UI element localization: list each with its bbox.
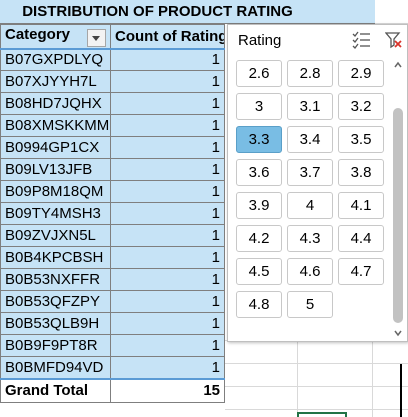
table-row: B09TY4MSH3 1	[0, 202, 225, 225]
multi-select-icon[interactable]	[352, 31, 372, 49]
slicer-item[interactable]: 3.7	[287, 159, 333, 186]
slicer-item[interactable]: 4.6	[287, 258, 333, 285]
category-cell[interactable]: B08HD7JQHX	[0, 92, 111, 115]
count-header[interactable]: Count of Rating	[110, 24, 225, 50]
slicer-item[interactable]: 4.7	[338, 258, 384, 285]
count-cell[interactable]: 1	[110, 202, 225, 225]
scroll-up-icon[interactable]	[393, 60, 403, 70]
slicer-item[interactable]: 3	[236, 93, 282, 120]
empty-cells[interactable]	[225, 340, 408, 417]
slicer-item[interactable]: 4.4	[338, 225, 384, 252]
category-cell[interactable]: B0B53QFZPY	[0, 290, 111, 313]
active-cell[interactable]	[297, 412, 347, 417]
slicer-item[interactable]: 4	[287, 192, 333, 219]
category-cell[interactable]: B0994GP1CX	[0, 136, 111, 159]
scroll-thumb[interactable]	[393, 108, 403, 323]
rating-slicer[interactable]: Rating 2.6 2.8 2.9 3 3.1 3.2 3.3 3.4 3.5 3.6 3.7 3.…	[227, 24, 408, 342]
slicer-item[interactable]: 3.6	[236, 159, 282, 186]
slicer-title: Rating	[238, 32, 282, 49]
table-row: B0B53QFZPY 1	[0, 290, 225, 313]
slicer-item[interactable]: 5	[287, 291, 333, 318]
slicer-item[interactable]: 3.8	[338, 159, 384, 186]
category-cell[interactable]: B09TY4MSH3	[0, 202, 111, 225]
slicer-item[interactable]: 3.9	[236, 192, 282, 219]
table-row: B09LV13JFB 1	[0, 158, 225, 181]
category-cell[interactable]: B0B9F9PT8R	[0, 334, 111, 357]
category-cell[interactable]: B09P8M18QM	[0, 180, 111, 203]
count-cell[interactable]: 1	[110, 48, 225, 71]
slicer-item[interactable]: 3.3	[236, 126, 282, 153]
table-row: B0B4KPCBSH 1	[0, 246, 225, 269]
slicer-item[interactable]: 4.1	[338, 192, 384, 219]
pivot-title[interactable]: DISTRIBUTION OF PRODUCT RATING	[0, 0, 376, 24]
clear-filter-icon[interactable]	[385, 31, 403, 49]
cell[interactable]	[375, 0, 408, 24]
count-cell[interactable]: 1	[110, 224, 225, 247]
table-row: B07XJYYH7L 1	[0, 70, 225, 93]
slicer-item[interactable]: 3.1	[287, 93, 333, 120]
slicer-item[interactable]: 2.9	[338, 60, 384, 87]
slicer-item[interactable]: 3.2	[338, 93, 384, 120]
table-row: B0B53NXFFR 1	[0, 268, 225, 291]
category-header-label: Category	[5, 25, 71, 43]
category-cell[interactable]: B0BMFD94VD	[0, 356, 111, 379]
table-row: B0994GP1CX 1	[0, 136, 225, 159]
count-cell[interactable]: 1	[110, 290, 225, 313]
count-cell[interactable]: 1	[110, 92, 225, 115]
table-row: B09ZVJXN5L 1	[0, 224, 225, 247]
count-cell[interactable]: 1	[110, 246, 225, 269]
slicer-item[interactable]: 3.5	[338, 126, 384, 153]
table-row: B07GXPDLYQ 1	[0, 48, 225, 71]
category-cell[interactable]: B07XJYYH7L	[0, 70, 111, 93]
scroll-down-icon[interactable]	[393, 328, 403, 338]
category-cell[interactable]: B09ZVJXN5L	[0, 224, 111, 247]
table-row: B0BMFD94VD 1	[0, 356, 225, 379]
table-row: B08HD7JQHX 1	[0, 92, 225, 115]
slicer-item[interactable]: 4.8	[236, 291, 282, 318]
count-cell[interactable]: 1	[110, 268, 225, 291]
slicer-scrollbar[interactable]	[391, 60, 405, 338]
table-row: B0B9F9PT8R 1	[0, 334, 225, 357]
count-cell[interactable]: 1	[110, 70, 225, 93]
count-cell[interactable]: 1	[110, 334, 225, 357]
count-cell[interactable]: 1	[110, 356, 225, 379]
category-header[interactable]: Category	[0, 24, 111, 50]
count-cell[interactable]: 1	[110, 312, 225, 335]
slicer-items: 2.6 2.8 2.9 3 3.1 3.2 3.3 3.4 3.5 3.6 3.7 3.8 3.9 4 4.…	[236, 60, 386, 318]
slicer-item[interactable]: 2.6	[236, 60, 282, 87]
category-cell[interactable]: B07GXPDLYQ	[0, 48, 111, 71]
count-cell[interactable]: 1	[110, 158, 225, 181]
filter-dropdown-icon[interactable]	[87, 28, 106, 47]
category-cell[interactable]: B0B53QLB9H	[0, 312, 111, 335]
category-cell[interactable]: B08XMSKKMM	[0, 114, 111, 137]
count-cell[interactable]: 1	[110, 136, 225, 159]
pivot-title-text: DISTRIBUTION OF PRODUCT RATING	[22, 3, 293, 20]
pivot-table: Category Count of Rating B07GXPDLYQ 1 B07X…	[0, 24, 225, 403]
grand-total-row: Grand Total 15	[0, 377, 225, 403]
category-cell[interactable]: B0B4KPCBSH	[0, 246, 111, 269]
table-row: B08XMSKKMM 1	[0, 114, 225, 137]
count-cell[interactable]: 1	[110, 180, 225, 203]
slicer-item[interactable]: 4.2	[236, 225, 282, 252]
table-row: B0B53QLB9H 1	[0, 312, 225, 335]
count-cell[interactable]: 1	[110, 114, 225, 137]
slicer-item[interactable]: 2.8	[287, 60, 333, 87]
category-cell[interactable]: B09LV13JFB	[0, 158, 111, 181]
slicer-item[interactable]: 4.3	[287, 225, 333, 252]
slicer-item[interactable]: 4.5	[236, 258, 282, 285]
category-cell[interactable]: B0B53NXFFR	[0, 268, 111, 291]
table-row: B09P8M18QM 1	[0, 180, 225, 203]
slicer-item[interactable]: 3.4	[287, 126, 333, 153]
slicer-header: Rating	[228, 25, 408, 55]
grand-total-label[interactable]: Grand Total	[0, 377, 111, 403]
grand-total-value[interactable]: 15	[110, 377, 225, 403]
shape-edge	[400, 364, 408, 417]
